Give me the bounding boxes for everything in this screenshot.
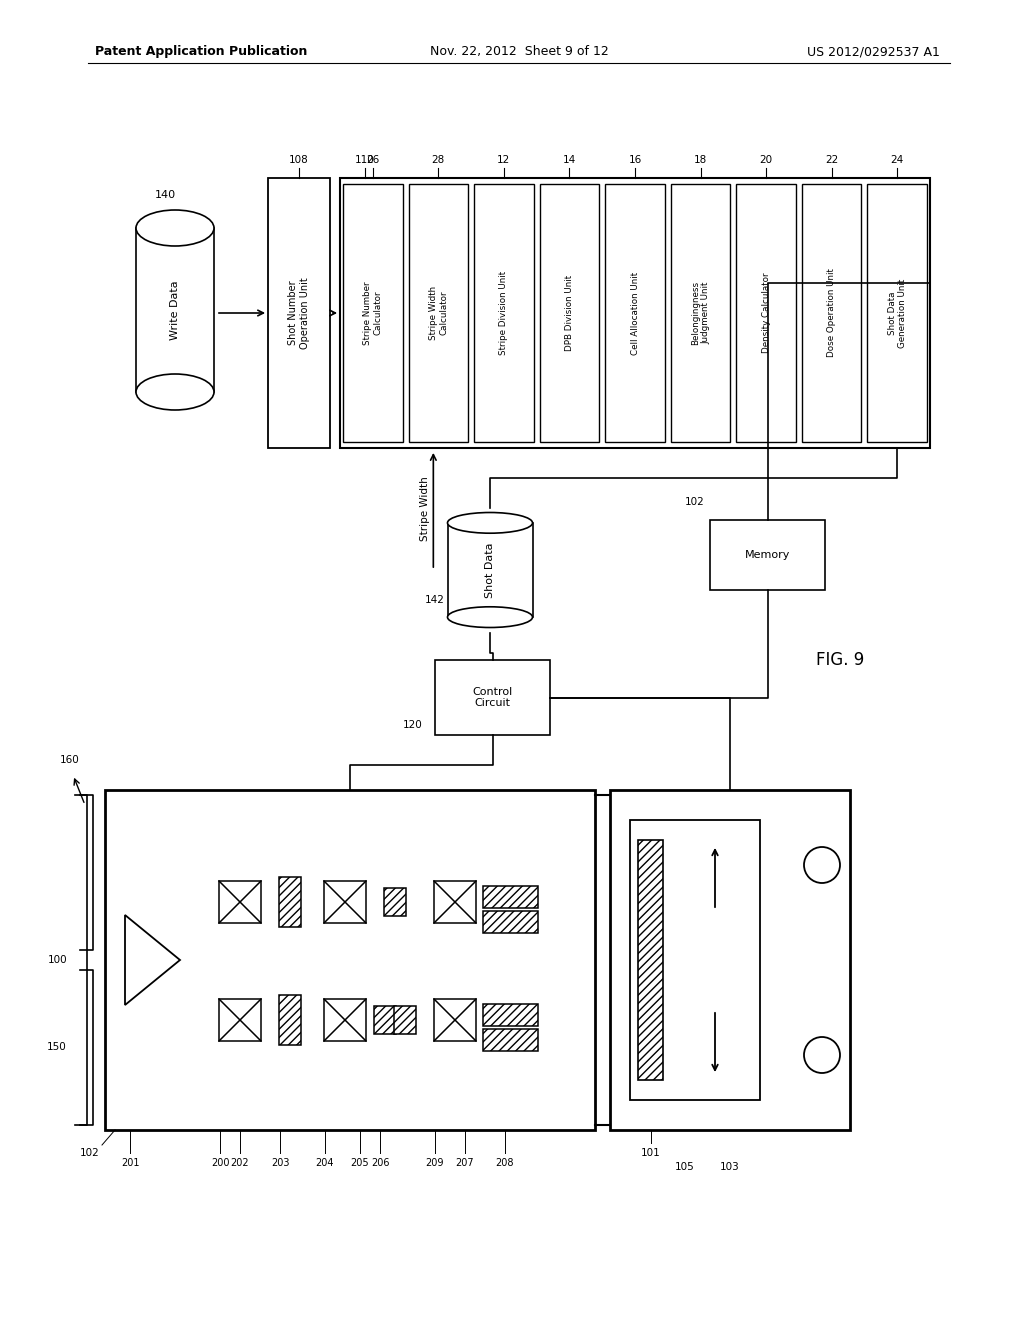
Text: 14: 14 [563, 154, 577, 165]
Text: Density Calculator: Density Calculator [762, 273, 771, 354]
Text: Dose Operation Unit: Dose Operation Unit [827, 268, 837, 358]
Text: Shot Number
Operation Unit: Shot Number Operation Unit [288, 277, 310, 348]
Text: US 2012/0292537 A1: US 2012/0292537 A1 [807, 45, 940, 58]
Text: Cell Allocation Unit: Cell Allocation Unit [631, 272, 640, 355]
Text: Memory: Memory [744, 550, 791, 560]
Text: 206: 206 [371, 1158, 389, 1168]
Bar [630, 820, 760, 1100]
Bar [219, 880, 261, 923]
Text: Write Data: Write Data [170, 280, 180, 339]
Text: 28: 28 [432, 154, 445, 165]
Text: Control
Circuit: Control Circuit [472, 686, 513, 709]
Ellipse shape [447, 607, 532, 627]
Text: Shot Data: Shot Data [485, 543, 495, 598]
Bar [279, 876, 301, 927]
Text: 207: 207 [456, 1158, 474, 1168]
Text: FIG. 9: FIG. 9 [816, 651, 864, 669]
Text: 203: 203 [270, 1158, 289, 1168]
Bar [474, 183, 534, 442]
Bar [268, 178, 330, 447]
Text: 100: 100 [47, 954, 67, 965]
Bar [434, 999, 476, 1041]
Text: 22: 22 [825, 154, 839, 165]
Ellipse shape [136, 210, 214, 246]
Text: Shot Data
Generation Unit: Shot Data Generation Unit [888, 279, 907, 347]
Text: 205: 205 [350, 1158, 370, 1168]
Text: DPB Division Unit: DPB Division Unit [565, 275, 573, 351]
Text: 18: 18 [694, 154, 708, 165]
Bar [671, 183, 730, 442]
Bar [802, 183, 861, 442]
Text: 200: 200 [211, 1158, 229, 1168]
Ellipse shape [447, 512, 532, 533]
Text: 110: 110 [355, 154, 375, 165]
Bar [394, 1006, 416, 1034]
Bar [340, 178, 930, 447]
Text: 24: 24 [891, 154, 904, 165]
Bar [105, 789, 595, 1130]
Text: 120: 120 [403, 719, 423, 730]
Bar [384, 888, 406, 916]
Bar [435, 660, 550, 735]
Text: 202: 202 [230, 1158, 249, 1168]
Text: Stripe Width
Calculator: Stripe Width Calculator [429, 286, 449, 341]
Ellipse shape [136, 374, 214, 411]
Text: 102: 102 [80, 1148, 100, 1158]
Bar [736, 183, 796, 442]
Text: 20: 20 [760, 154, 773, 165]
Text: Belongingness
Judgment Unit: Belongingness Judgment Unit [691, 281, 711, 345]
Bar [434, 880, 476, 923]
Text: 208: 208 [496, 1158, 514, 1168]
Bar [482, 1030, 538, 1051]
Bar [324, 880, 366, 923]
Text: 140: 140 [155, 190, 175, 201]
Bar [710, 520, 825, 590]
Text: 160: 160 [60, 755, 80, 766]
Bar [638, 840, 663, 1080]
Bar [279, 995, 301, 1045]
Text: 101: 101 [641, 1148, 660, 1158]
Bar [610, 789, 850, 1130]
Text: 12: 12 [498, 154, 511, 165]
Text: 209: 209 [426, 1158, 444, 1168]
Text: 16: 16 [629, 154, 642, 165]
Text: 142: 142 [425, 595, 445, 605]
Bar [605, 183, 665, 442]
Text: 102: 102 [685, 498, 705, 507]
Bar [482, 1005, 538, 1026]
Text: 103: 103 [720, 1162, 740, 1172]
Text: Nov. 22, 2012  Sheet 9 of 12: Nov. 22, 2012 Sheet 9 of 12 [430, 45, 608, 58]
Bar [482, 911, 538, 933]
Text: Stripe Division Unit: Stripe Division Unit [500, 271, 508, 355]
Text: 26: 26 [367, 154, 380, 165]
Bar [867, 183, 927, 442]
Bar [409, 183, 468, 442]
Text: Stripe Number
Calculator: Stripe Number Calculator [364, 281, 383, 345]
Bar [324, 999, 366, 1041]
Bar [343, 183, 402, 442]
Bar [374, 1006, 396, 1034]
Text: Stripe Width: Stripe Width [420, 477, 430, 541]
Bar [482, 886, 538, 908]
Text: 108: 108 [289, 154, 309, 165]
Text: 150: 150 [47, 1043, 67, 1052]
Text: 204: 204 [315, 1158, 334, 1168]
Text: 105: 105 [675, 1162, 695, 1172]
Bar [219, 999, 261, 1041]
Text: 201: 201 [121, 1158, 139, 1168]
Bar [540, 183, 599, 442]
Text: Patent Application Publication: Patent Application Publication [95, 45, 307, 58]
